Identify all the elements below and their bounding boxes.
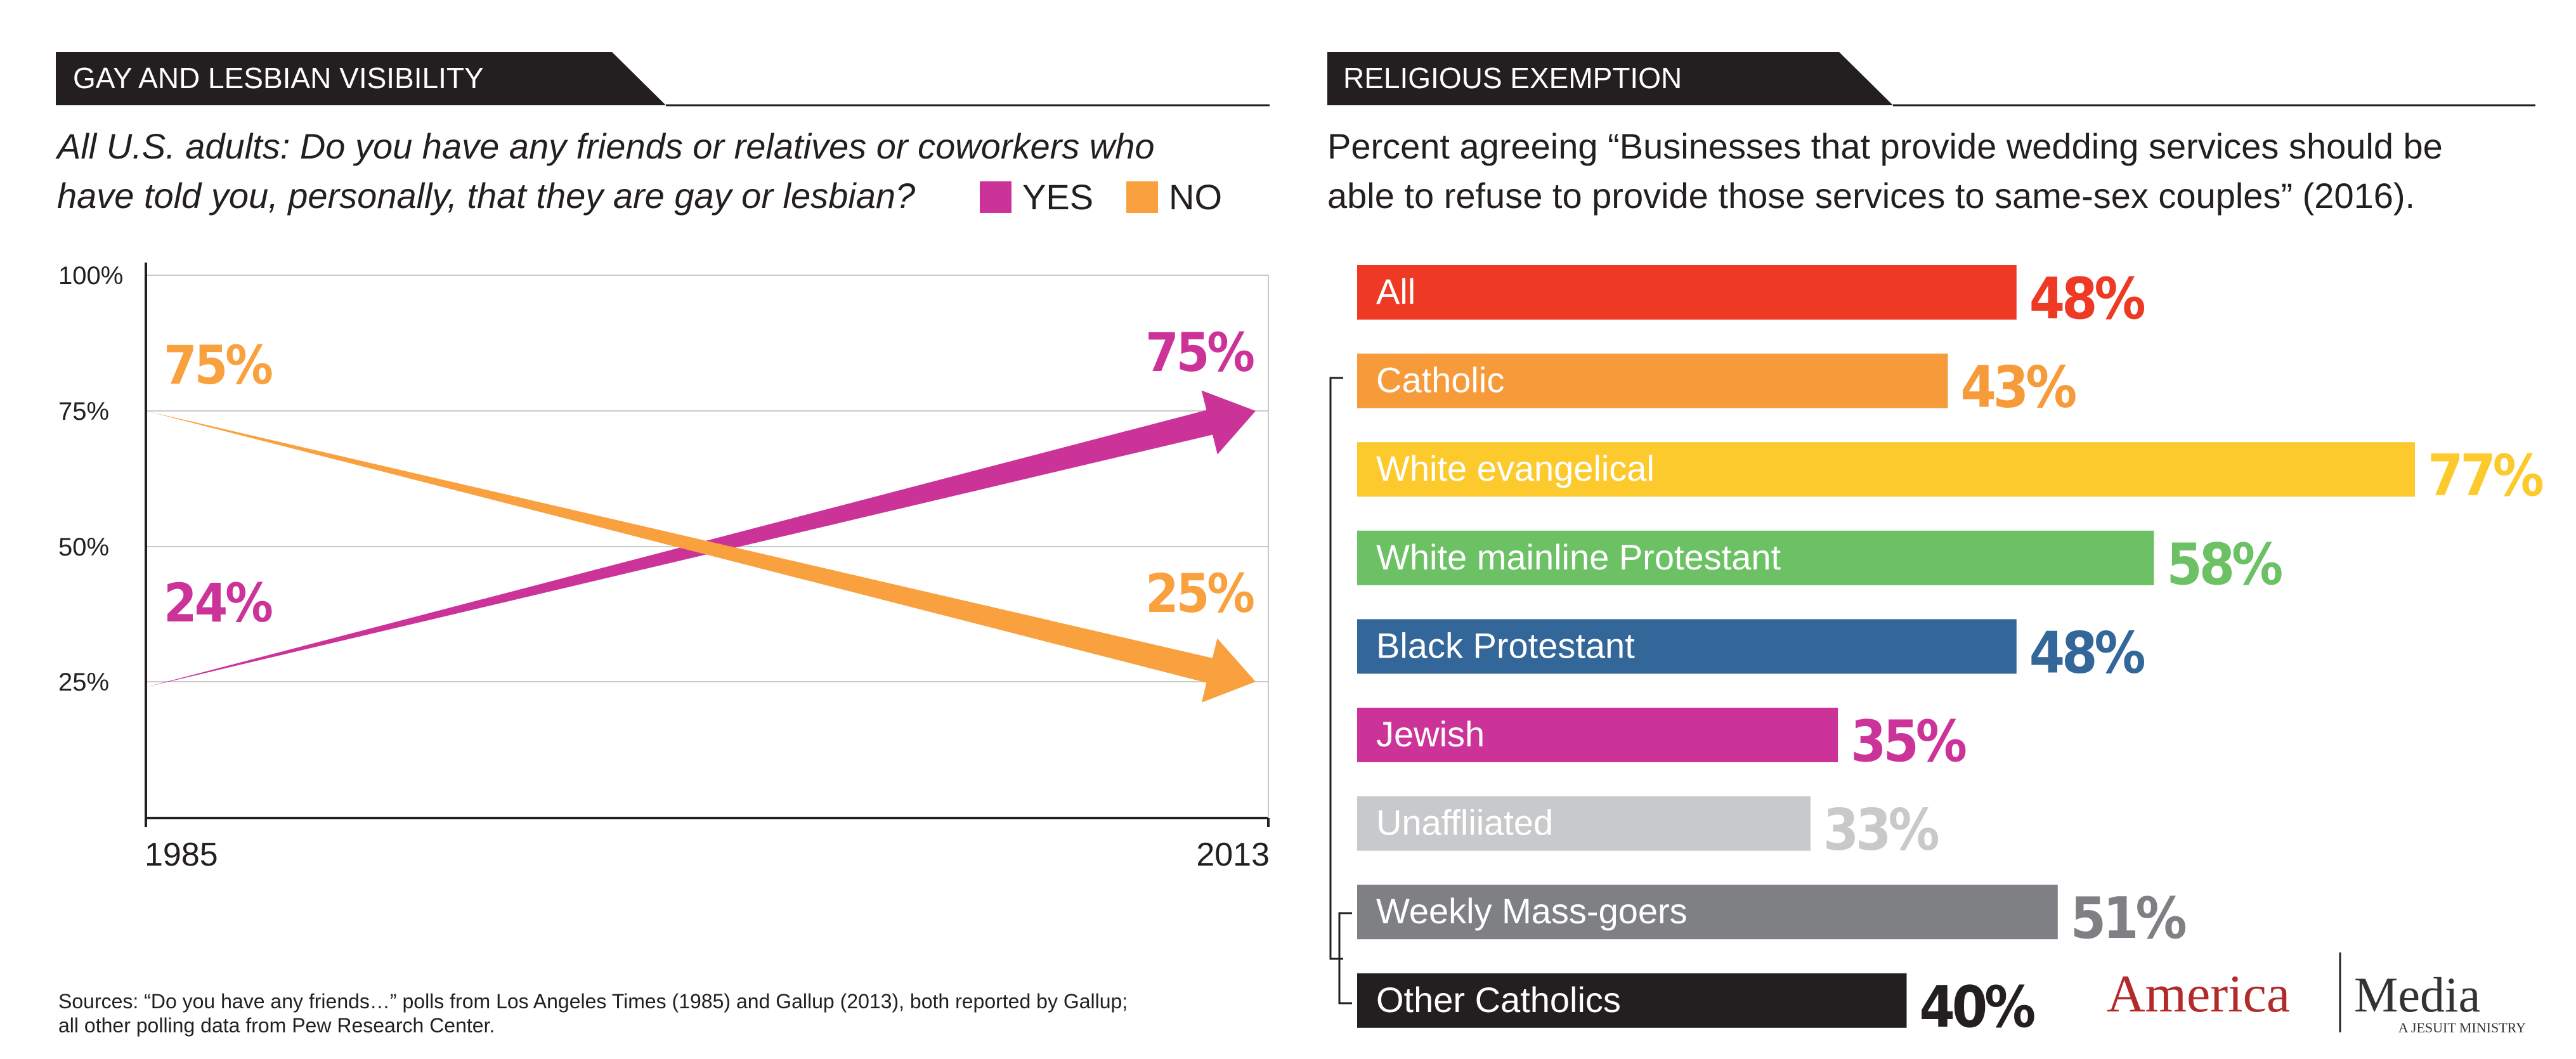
right-subtitle-line1: Percent agreeing “Businesses that provid… <box>1327 126 2443 166</box>
x-tick-label-1985: 1985 <box>145 836 218 873</box>
bar-category-label: Weekly Mass-goers <box>1376 891 1688 931</box>
bar <box>1357 708 1838 762</box>
bar-value-label: 48% <box>2029 266 2145 332</box>
bar <box>1357 442 2415 497</box>
bar-chart: All 48% Catholic 43% White evangelical 77% Whi… <box>1357 265 2546 1041</box>
bar-value-label: 35% <box>1851 708 1966 775</box>
bar-value-label: 58% <box>2166 531 2282 598</box>
y-tick-label: 50% <box>58 533 109 561</box>
left-subtitle-line2: have told you, personally, that they are… <box>57 176 915 216</box>
bracket-subgroups <box>1338 912 1352 1004</box>
left-banner: GAY AND LESBIAN VISIBILITY <box>56 52 1270 107</box>
bar <box>1357 619 2017 674</box>
brand-logo: America Media A JESUIT MINISTRY <box>2107 952 2526 1036</box>
right-subtitle-line2: able to refuse to provide those services… <box>1327 176 2415 216</box>
no-label-1985: 75% <box>164 334 272 396</box>
sources-line2: all other polling data from Pew Research… <box>58 1014 495 1037</box>
bar-value-label: 43% <box>1960 354 2076 421</box>
y-tick-label: 100% <box>58 262 123 290</box>
yes-label-2013: 75% <box>1145 322 1254 384</box>
bar-category-label: All <box>1376 271 1415 311</box>
bar <box>1357 885 2058 940</box>
right-banner: RELIGIOUS EXEMPTION <box>1327 52 2535 107</box>
bar-category-label: Unaffliiated <box>1376 803 1553 843</box>
right-banner-bg <box>1327 52 1893 105</box>
bar-value-label: 40% <box>1919 974 2034 1041</box>
brand-tagline: A JESUIT MINISTRY <box>2398 1020 2526 1036</box>
bar-category-label: Other Catholics <box>1376 980 1621 1020</box>
bar <box>1357 265 2017 320</box>
bar-category-label: White mainline Protestant <box>1376 537 1781 577</box>
bar-category-label: Catholic <box>1376 360 1504 400</box>
legend-label-no: NO <box>1169 177 1222 217</box>
legend: YES NO <box>980 177 1222 217</box>
bracket-catholic-weekly <box>1329 377 1343 960</box>
bar <box>1357 530 2154 585</box>
brand-name-america: America <box>2107 965 2290 1023</box>
legend-swatch-no <box>1126 181 1158 213</box>
right-banner-title: RELIGIOUS EXEMPTION <box>1343 62 1682 94</box>
yes-label-1985: 24% <box>164 572 272 634</box>
catholic-bracket <box>1329 377 1352 1004</box>
sources-line1: Sources: “Do you have any friends…” poll… <box>58 990 1128 1013</box>
brand-name-media: Media <box>2354 967 2480 1022</box>
bar <box>1357 796 1811 851</box>
left-banner-title: GAY AND LESBIAN VISIBILITY <box>73 62 484 94</box>
line-chart: 100% 75% 50% 25% 1985 2013 75% 24% 75% 25% <box>58 262 1270 873</box>
bar-category-label: Jewish <box>1376 714 1485 754</box>
bar-value-label: 33% <box>1823 797 1939 864</box>
left-subtitle-line1: All U.S. adults: Do you have any friends… <box>55 126 1155 166</box>
legend-swatch-yes <box>980 181 1012 213</box>
bar <box>1357 973 1907 1028</box>
bar-category-label: White evangelical <box>1376 448 1655 488</box>
legend-label-yes: YES <box>1022 177 1093 217</box>
left-banner-bg <box>56 52 666 105</box>
bar-value-label: 77% <box>2428 443 2543 509</box>
bar-value-label: 51% <box>2071 885 2186 952</box>
no-label-2013: 25% <box>1145 562 1254 625</box>
y-tick-label: 75% <box>58 398 109 426</box>
bar <box>1357 353 1948 408</box>
y-tick-label: 25% <box>58 668 109 696</box>
bar-category-label: Black Protestant <box>1376 625 1635 665</box>
bar-value-label: 48% <box>2029 620 2145 686</box>
x-tick-label-2013: 2013 <box>1196 836 1270 873</box>
